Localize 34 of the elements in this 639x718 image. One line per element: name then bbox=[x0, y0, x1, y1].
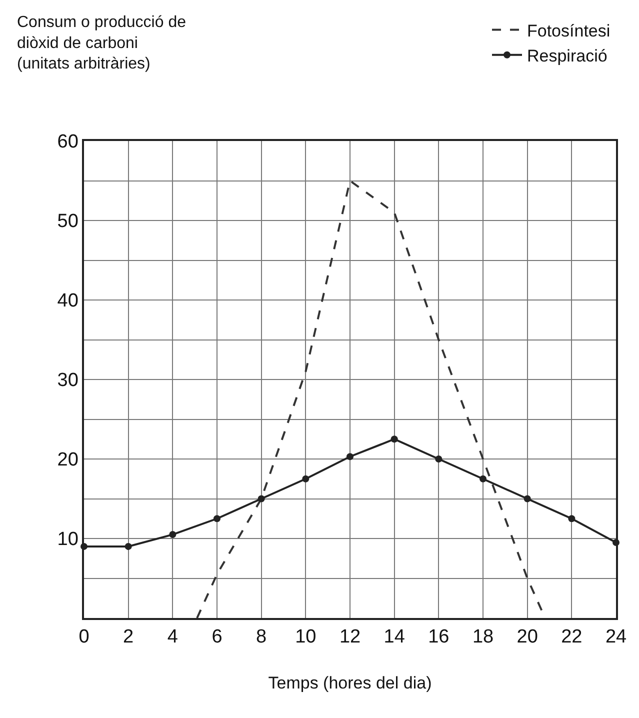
x-tick-label: 4 bbox=[167, 626, 178, 648]
legend-label: Respiració bbox=[527, 46, 608, 66]
point bbox=[524, 495, 531, 502]
y-axis-title: Consum o producció de diòxid de carboni (unitats arbitràries) bbox=[17, 14, 186, 73]
y-tick-label: 20 bbox=[57, 450, 78, 471]
y-tick-label: 30 bbox=[57, 370, 78, 392]
x-tick-label: 16 bbox=[428, 626, 450, 648]
x-tick-label: 22 bbox=[561, 626, 582, 648]
point bbox=[169, 531, 176, 538]
legend-label: Fotosíntesi bbox=[527, 21, 610, 40]
point bbox=[258, 495, 265, 502]
x-tick-label: 8 bbox=[256, 626, 267, 648]
point bbox=[302, 475, 310, 482]
y-tick-label: 10 bbox=[57, 529, 78, 550]
y-tick-label: 50 bbox=[57, 211, 78, 232]
x-tick-label: 20 bbox=[516, 626, 538, 648]
x-tick-label: 2 bbox=[123, 626, 134, 648]
x-tick-label: 18 bbox=[472, 626, 494, 648]
x-tick-label: 12 bbox=[339, 626, 361, 648]
x-axis-title: Temps (hores del dia) bbox=[268, 673, 432, 692]
x-tick-label: 10 bbox=[295, 626, 316, 648]
point bbox=[435, 456, 442, 462]
y-tick-label: 40 bbox=[57, 290, 78, 312]
point bbox=[480, 475, 486, 482]
point bbox=[124, 542, 132, 550]
x-tick-label: 14 bbox=[384, 626, 406, 648]
x-tick-label: 24 bbox=[605, 626, 627, 648]
point bbox=[568, 515, 576, 522]
point bbox=[346, 453, 354, 460]
x-tick-label: 6 bbox=[212, 626, 222, 648]
point bbox=[214, 515, 220, 522]
point bbox=[390, 436, 398, 443]
y-tick-label: 60 bbox=[57, 132, 78, 153]
x-tick-label: 0 bbox=[78, 626, 90, 648]
